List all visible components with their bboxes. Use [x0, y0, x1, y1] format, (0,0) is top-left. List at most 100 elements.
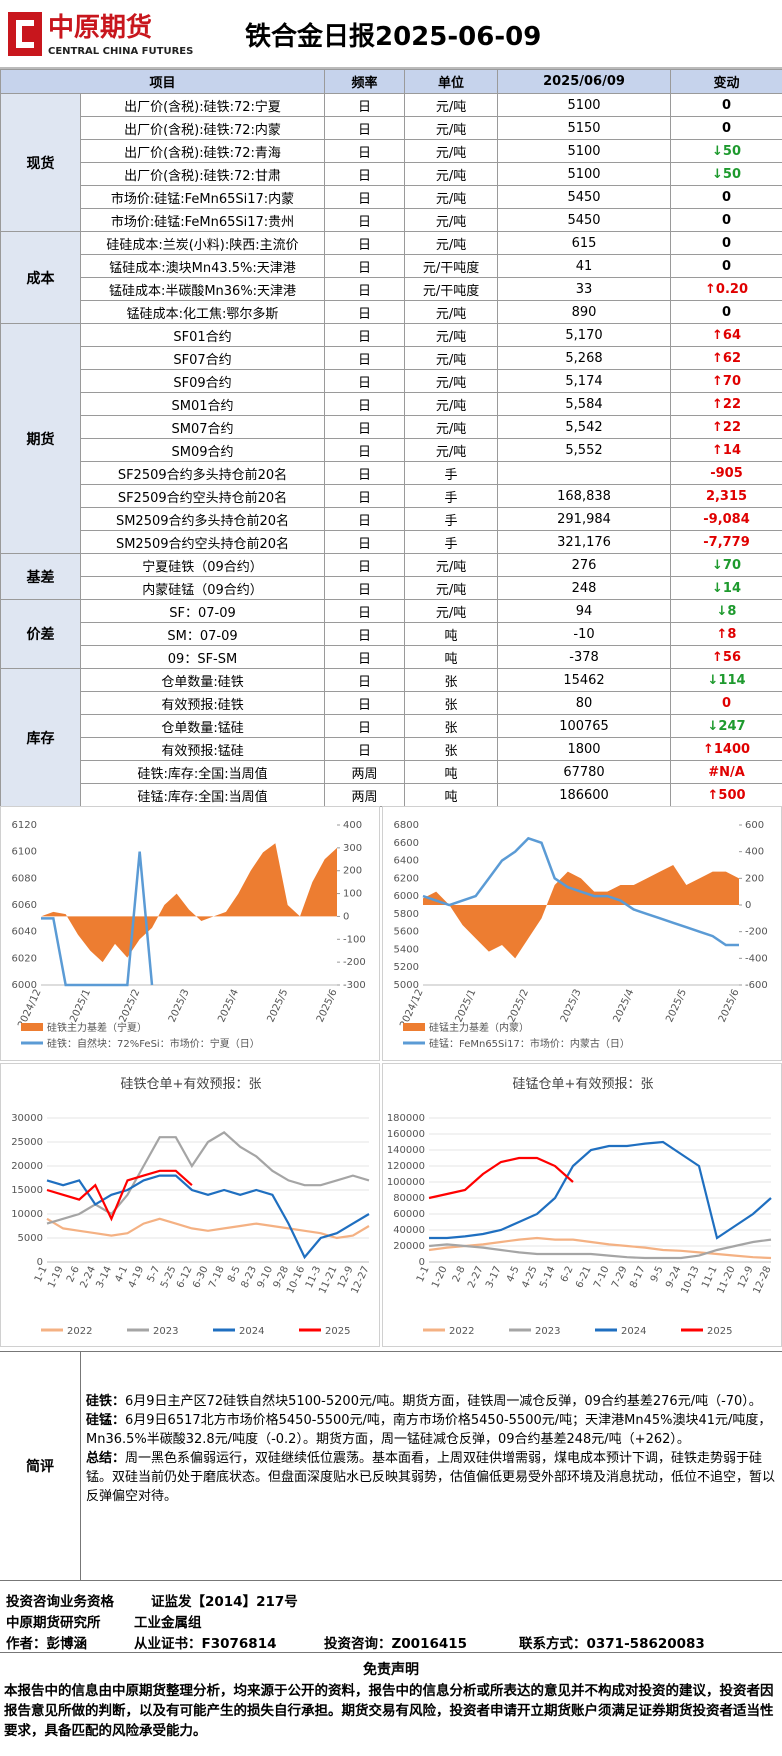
freq-cell: 两周 [324, 760, 406, 784]
unit-cell: 张 [404, 714, 499, 738]
table-row: SF2509合约空头持仓前20名日手 168,838 2,315 [1, 484, 782, 508]
x-tick-label: 1-19 [46, 1265, 66, 1290]
table-row: 成本 硅硅成本:兰炭(小料):陕西:主流价日元/吨 615 0 [0, 231, 782, 324]
value-cell: 186600 [497, 783, 672, 807]
y2-tick-label: -300 [343, 980, 366, 991]
value-cell: 41 [497, 254, 672, 278]
item-cell: 仓单数量:锰硅 [79, 714, 326, 738]
freq-cell: 日 [324, 507, 406, 531]
unit-cell: 手 [404, 484, 499, 508]
change-cell: 0 [670, 93, 782, 117]
unit-cell: 张 [404, 691, 499, 715]
unit-cell: 元/吨 [404, 346, 499, 370]
value-cell: 67780 [497, 760, 672, 784]
y2-tick-label: 300 [343, 843, 362, 854]
line-series [428, 1236, 772, 1260]
header: 中原期货 CENTRAL CHINA FUTURES 铁合金日报2025-06-… [0, 0, 782, 69]
x-tick-label: 4-25 [520, 1265, 540, 1290]
footer-text: 联系方式：0371-58620083 [519, 1636, 705, 1652]
x-tick-label: 7-29 [610, 1265, 630, 1290]
y-tick-label: 10000 [11, 1209, 43, 1220]
commentary-item-text: 6月9日6517北方市场价格5450-5500元/吨，南方市场价格5450-55… [86, 1413, 772, 1447]
disclaimer-text: 本报告中的信息由中原期货整理分析，均来源于公开的资料，报告中的信息分析或所表达的… [4, 1683, 774, 1739]
x-tick-label: 2-27 [466, 1265, 486, 1290]
footer-text: 从业证书：F3076814 [134, 1636, 277, 1652]
change-cell: ↓70 [670, 553, 782, 577]
unit-cell: 元/吨 [404, 300, 499, 324]
x-tick-label: 2025/4 [216, 988, 241, 1025]
change-cell: 0 [670, 208, 782, 232]
freq-cell: 日 [324, 300, 406, 324]
unit-cell: 元/吨 [404, 162, 499, 186]
legend-label: 2024 [239, 1326, 264, 1337]
logo-icon [8, 12, 42, 56]
x-tick-label: 2025/4 [612, 988, 637, 1025]
line-series [46, 1217, 370, 1240]
y-tick-label: 100000 [387, 1177, 425, 1188]
table-row: 出厂价(含税):硅铁:72:内蒙日元/吨 5150 0 [1, 116, 782, 140]
table-row: 出厂价(含税):硅铁:72:甘肃日元/吨 5100 ↓50 [1, 162, 782, 186]
change-cell: ↑500 [670, 783, 782, 807]
unit-cell: 元/吨 [404, 323, 499, 347]
y2-tick-label: 0 [343, 911, 349, 922]
y-tick-label: 5200 [394, 962, 419, 973]
table-row: SM2509合约空头持仓前20名日手 321,176 -7,779 [1, 530, 782, 554]
change-cell: ↓247 [670, 714, 782, 738]
x-tick-label: 7-10 [592, 1265, 612, 1290]
freq-cell: 日 [324, 254, 406, 278]
logo-text: 中原期货 [48, 12, 152, 43]
y-tick-label: 5400 [394, 944, 419, 955]
area-series [423, 865, 739, 959]
y-tick-label: 180000 [387, 1113, 425, 1124]
y2-tick-label: 0 [745, 900, 751, 911]
value-cell: 100765 [497, 714, 672, 738]
table-row: SM2509合约多头持仓前20名日手 291,984 -9,084 [1, 507, 782, 531]
disclaimer: 免责声明 本报告中的信息由中原期货整理分析，均来源于公开的资料，报告中的信息分析… [0, 1652, 782, 1756]
change-cell: -905 [670, 461, 782, 485]
line-series [46, 1169, 193, 1222]
charts: 6000 6020 6040 6060 6080 6100 6120 -300 -200 -100… [0, 806, 782, 1347]
chart-svg: 6000 6020 6040 6060 6080 6100 6120 -300 -200 -100… [12, 820, 366, 1050]
value-cell: 5,552 [497, 438, 672, 462]
value-cell: 168,838 [497, 484, 672, 508]
y2-tick-label: -200 [745, 927, 768, 938]
change-cell: ↓14 [670, 576, 782, 600]
commentary-paragraph: 总结：周一黑色系偏弱运行，双硅继续低位震荡。基本面看，上周双硅供增需弱，煤电成本… [86, 1449, 776, 1506]
chart: 硅铁仓单+有效预报：张 0 5000 10000 15000 20000 25000 3000… [0, 1063, 380, 1347]
freq-cell: 日 [324, 668, 406, 692]
footer-text: 作者：彭博涵 [6, 1636, 87, 1652]
change-cell: ↑22 [670, 415, 782, 439]
change-cell: 0 [670, 691, 782, 715]
x-tick-label: 2025/1 [68, 988, 93, 1025]
freq-cell: 日 [324, 277, 406, 301]
commentary-paragraph: 硅锰：6月9日6517北方市场价格5450-5500元/吨，南方市场价格5450… [86, 1411, 776, 1449]
y2-tick-label: 200 [343, 866, 362, 877]
x-tick-label: 8-17 [628, 1265, 648, 1290]
item-cell: 仓单数量:硅铁 [79, 668, 326, 692]
change-cell: -7,779 [670, 530, 782, 554]
item-cell: SF01合约 [79, 323, 326, 347]
unit-cell: 元/吨 [404, 576, 499, 600]
y-tick-label: 6040 [12, 927, 37, 938]
y-tick-label: 6080 [12, 873, 37, 884]
legend-label: 2022 [67, 1326, 92, 1337]
value-cell: 5150 [497, 116, 672, 140]
x-tick-label: 2025/3 [167, 988, 192, 1025]
freq-cell: 日 [324, 415, 406, 439]
commentary-item-label: 硅铁： [86, 1394, 126, 1409]
unit-cell: 手 [404, 507, 499, 531]
unit-cell: 吨 [404, 783, 499, 807]
x-tick-label: 4-5 [505, 1265, 522, 1284]
line-series [46, 1131, 370, 1225]
y-tick-label: 6000 [12, 980, 37, 991]
y-tick-label: 5800 [394, 909, 419, 920]
group-label: 价差 [0, 599, 81, 669]
table-row: SF09合约日元/吨 5,174 ↑70 [1, 369, 782, 393]
value-cell [497, 461, 672, 485]
group-label: 期货 [0, 323, 81, 554]
chart: 6000 6020 6040 6060 6080 6100 6120 -300 -200 -100… [0, 806, 380, 1061]
disclaimer-title: 免责声明 [363, 1662, 419, 1678]
freq-cell: 日 [324, 737, 406, 761]
chart: 硅锰仓单+有效预报：张 0 20000 40000 60000 80000 100000 12… [382, 1063, 782, 1347]
footer-text: 证监发【2014】217号 [151, 1594, 298, 1610]
